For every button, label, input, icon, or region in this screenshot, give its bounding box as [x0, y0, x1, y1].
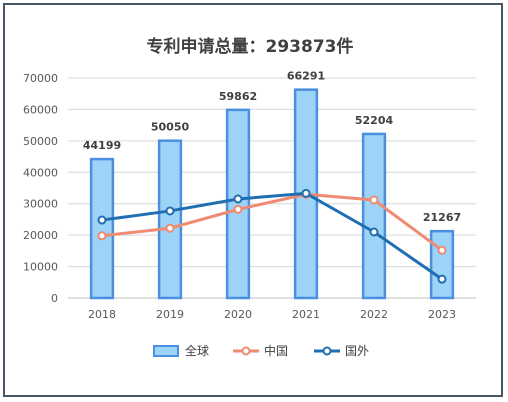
- bar: [361, 132, 387, 300]
- legend-label: 全球: [185, 343, 209, 358]
- x-tick-label: 2018: [88, 308, 116, 321]
- legend: 全球 中国 国外: [153, 343, 369, 358]
- x-tick-label: 2022: [360, 308, 388, 321]
- y-tick-label: 40000: [23, 166, 58, 179]
- legend-swatch-marker: [322, 346, 332, 356]
- bar-series: [89, 88, 455, 300]
- data-labels: 44199 50050 59862 66291 52204 21267: [83, 70, 461, 225]
- legend-label: 国外: [345, 344, 369, 358]
- y-tick-label: 70000: [23, 72, 58, 85]
- axes: 0 10000 20000 30000 40000 50000 60000 70000 2018…: [23, 72, 476, 321]
- y-tick-label: 10000: [23, 261, 58, 274]
- series-point: [97, 215, 107, 225]
- series-point: [165, 206, 175, 216]
- legend-swatch-marker: [241, 346, 251, 356]
- y-tick-label: 20000: [23, 229, 58, 242]
- legend-swatch-bar: [153, 345, 179, 357]
- bar: [89, 157, 115, 300]
- gridlines: [68, 77, 476, 268]
- legend-label: 中国: [264, 343, 288, 358]
- series-point: [369, 227, 379, 237]
- x-tick-label: 2021: [292, 308, 320, 321]
- bar-data-label: 59862: [219, 90, 257, 103]
- series-point: [165, 223, 175, 233]
- line-series: [97, 188, 447, 284]
- series-point: [437, 274, 447, 284]
- series-point: [369, 195, 379, 205]
- bar-data-label: 44199: [83, 139, 121, 152]
- bar-data-label: 52204: [355, 114, 394, 127]
- bar-data-label: 21267: [423, 211, 461, 224]
- bar: [157, 139, 183, 300]
- bar: [429, 229, 455, 300]
- x-tick-label: 2019: [156, 308, 184, 321]
- chart-title: 专利申请总量：293873件: [147, 36, 354, 57]
- y-tick-label: 60000: [23, 103, 58, 116]
- series-point: [233, 194, 243, 204]
- y-tick-label: 50000: [23, 135, 58, 148]
- y-tick-label: 0: [51, 292, 58, 305]
- bar: [225, 108, 251, 300]
- chart-frame: [3, 3, 503, 397]
- series-line: [101, 191, 443, 281]
- bar-data-label: 50050: [151, 121, 190, 134]
- x-tick-label: 2023: [428, 308, 456, 321]
- bar-data-label: 66291: [287, 70, 325, 83]
- series-point: [233, 204, 243, 214]
- y-tick-label: 30000: [23, 198, 58, 211]
- series-line: [101, 192, 443, 252]
- series-point: [301, 188, 311, 198]
- x-tick-label: 2020: [224, 308, 252, 321]
- series-point: [437, 245, 447, 255]
- series-point: [97, 231, 107, 241]
